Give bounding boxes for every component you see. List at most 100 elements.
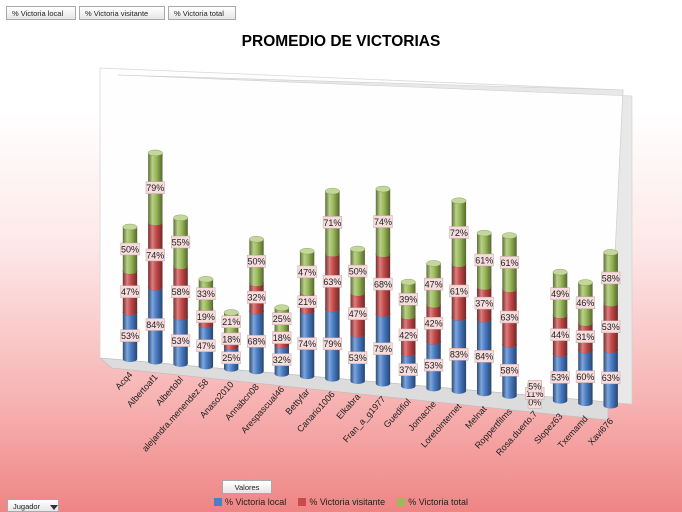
data-label: 47% — [120, 285, 140, 298]
svg-text:47%: 47% — [197, 341, 215, 351]
data-label: 32% — [272, 353, 292, 366]
data-label: 21% — [297, 295, 317, 309]
svg-text:53%: 53% — [602, 322, 620, 332]
svg-text:44%: 44% — [551, 330, 569, 340]
data-label: 58% — [171, 285, 191, 298]
data-label: 72% — [449, 226, 469, 239]
data-label: 32% — [246, 291, 267, 304]
svg-text:25%: 25% — [222, 353, 240, 363]
data-label: 46% — [575, 296, 595, 310]
data-label: 31% — [575, 330, 595, 343]
field-button-total-label: % Victoria total — [174, 9, 224, 18]
svg-text:55%: 55% — [172, 237, 190, 247]
field-button-visitante-label: % Victoria visitante — [85, 9, 149, 18]
svg-text:50%: 50% — [247, 257, 265, 267]
values-field-label: Valores — [234, 483, 260, 492]
svg-text:47%: 47% — [298, 267, 316, 277]
data-label: 47% — [196, 339, 216, 352]
svg-text:58%: 58% — [602, 273, 620, 283]
svg-text:63%: 63% — [500, 312, 518, 322]
data-label: 47% — [297, 265, 317, 279]
svg-text:39%: 39% — [399, 295, 417, 305]
data-label: 44% — [550, 328, 570, 341]
data-label: 37% — [474, 296, 494, 310]
svg-text:63%: 63% — [602, 373, 620, 383]
data-label: 58% — [601, 271, 621, 285]
svg-text:71%: 71% — [323, 218, 341, 228]
legend-item-local: % Victoria local — [213, 497, 286, 507]
data-label: 79% — [373, 342, 393, 355]
data-label: 60% — [575, 370, 595, 383]
data-label: 74% — [145, 248, 165, 262]
data-label: 84% — [474, 350, 494, 363]
svg-text:19%: 19% — [197, 312, 215, 322]
data-label: 25% — [221, 351, 241, 365]
data-label: 39% — [398, 293, 418, 306]
svg-text:74%: 74% — [146, 250, 164, 260]
svg-text:5%: 5% — [528, 382, 541, 392]
data-label: 47% — [424, 277, 444, 291]
data-label: 50% — [120, 242, 140, 256]
data-label: 53% — [171, 334, 191, 347]
data-label: 50% — [348, 264, 368, 278]
svg-text:61%: 61% — [475, 255, 493, 265]
svg-text:53%: 53% — [121, 331, 139, 341]
side-wall — [117, 74, 633, 405]
svg-text:50%: 50% — [121, 244, 139, 254]
data-label: 21% — [221, 315, 241, 328]
data-label: 33% — [196, 287, 216, 300]
svg-text:42%: 42% — [425, 319, 443, 329]
data-label: 18% — [272, 331, 292, 344]
field-button-local[interactable]: % Victoria local — [6, 6, 76, 20]
category-tick-label: Elkabra — [334, 392, 362, 421]
category-tick-label: Melnat — [463, 404, 489, 431]
svg-text:37%: 37% — [399, 365, 417, 375]
data-label: 74% — [373, 215, 393, 228]
svg-text:50%: 50% — [349, 266, 367, 276]
field-button-total[interactable]: % Victoria total — [168, 6, 236, 20]
svg-text:47%: 47% — [425, 280, 443, 290]
svg-text:31%: 31% — [576, 332, 594, 342]
svg-text:0%: 0% — [528, 398, 541, 408]
data-label: 55% — [171, 235, 191, 249]
svg-text:46%: 46% — [576, 298, 594, 308]
legend-item-visitante: % Victoria visitante — [298, 497, 385, 507]
svg-text:18%: 18% — [273, 333, 291, 343]
data-label: 19% — [196, 310, 216, 323]
svg-text:84%: 84% — [146, 320, 164, 330]
svg-text:25%: 25% — [273, 314, 291, 324]
axis-field-label: Jugador — [13, 502, 41, 511]
data-label: 61% — [449, 284, 469, 298]
svg-text:53%: 53% — [349, 353, 367, 363]
svg-text:53%: 53% — [172, 336, 190, 346]
data-label: 49% — [550, 287, 570, 300]
svg-text:37%: 37% — [475, 299, 493, 309]
data-label: 53% — [424, 358, 444, 372]
svg-text:32%: 32% — [273, 355, 291, 365]
data-label: 53% — [348, 351, 368, 364]
svg-text:79%: 79% — [146, 183, 164, 193]
data-label: 84% — [145, 318, 165, 331]
svg-text:63%: 63% — [323, 277, 341, 287]
category-tick-label: Xavi676 — [586, 416, 615, 447]
chart-title: PROMEDIO DE VICTORIAS — [241, 33, 441, 50]
data-label: 63% — [322, 275, 342, 288]
svg-text:42%: 42% — [399, 330, 417, 340]
svg-text:58%: 58% — [500, 366, 518, 376]
field-button-local-label: % Victoria local — [12, 9, 64, 18]
svg-text:61%: 61% — [450, 286, 468, 296]
data-label: 37% — [398, 363, 418, 376]
values-field-button[interactable]: Valores — [222, 480, 272, 494]
svg-text:74%: 74% — [374, 217, 392, 227]
data-label: 79% — [322, 337, 342, 351]
field-button-visitante[interactable]: % Victoria visitante — [79, 6, 165, 20]
chevron-down-icon — [50, 504, 59, 510]
legend-swatch — [397, 498, 406, 506]
data-label: 53% — [601, 320, 621, 334]
legend-label: % Victoria total — [408, 497, 469, 507]
svg-text:18%: 18% — [222, 334, 240, 344]
data-label: 47% — [348, 307, 368, 320]
svg-text:68%: 68% — [247, 337, 265, 347]
legend-label: % Victoria visitante — [309, 497, 386, 507]
